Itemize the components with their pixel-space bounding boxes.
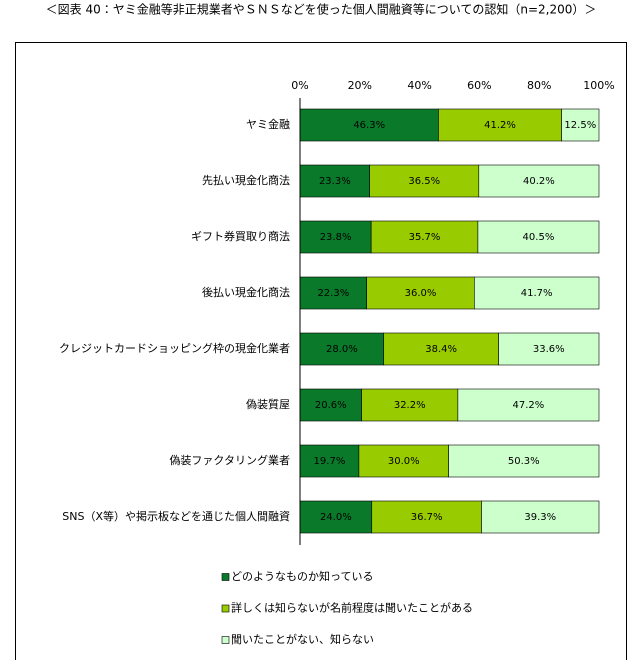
value-label: 28.0% bbox=[326, 344, 358, 355]
value-label: 12.5% bbox=[564, 120, 596, 131]
y-tick-label: 偽装ファクタリング業者 bbox=[169, 453, 290, 467]
value-label: 41.7% bbox=[521, 288, 553, 299]
bar-segment bbox=[477, 220, 600, 254]
value-label: 20.6% bbox=[315, 400, 347, 411]
value-label: 19.7% bbox=[314, 456, 346, 467]
value-label: 50.3% bbox=[508, 456, 540, 467]
bar-segment bbox=[498, 332, 600, 366]
value-label: 41.2% bbox=[484, 120, 516, 131]
x-tick-label: 60% bbox=[467, 79, 491, 92]
legend-label: どのようなものか知っている bbox=[231, 569, 373, 583]
legend-swatch bbox=[221, 636, 230, 644]
value-label: 23.3% bbox=[319, 176, 351, 187]
chart-title: ＜図表 40：ヤミ金融等非正規業者やＳＮＳなどを使った個人間融資等についての認知… bbox=[46, 2, 597, 17]
y-tick-label: 後払い現金化商法 bbox=[202, 285, 290, 299]
bar-segment bbox=[371, 500, 482, 534]
bar-segment bbox=[448, 444, 600, 478]
x-tick-label: 40% bbox=[407, 79, 431, 92]
value-label: 36.7% bbox=[411, 512, 443, 523]
bar-segment bbox=[361, 388, 459, 422]
bar-segment bbox=[383, 332, 499, 366]
value-label: 40.5% bbox=[523, 232, 555, 243]
value-label: 36.0% bbox=[405, 288, 437, 299]
y-tick-label: クレジットカードショッピング枠の現金化業者 bbox=[59, 341, 290, 355]
bar-segment bbox=[370, 220, 479, 254]
bar-segment bbox=[299, 388, 362, 422]
bar-segment bbox=[481, 500, 600, 534]
x-tick-label: 100% bbox=[583, 79, 614, 92]
value-label: 30.0% bbox=[388, 456, 420, 467]
bar-segment bbox=[457, 388, 600, 422]
y-tick-label: ギフト券買取り商法 bbox=[191, 229, 290, 243]
value-label: 38.4% bbox=[425, 344, 457, 355]
value-label: 46.3% bbox=[353, 120, 385, 131]
bar-segment bbox=[299, 276, 367, 310]
value-label: 35.7% bbox=[409, 232, 441, 243]
value-label: 47.2% bbox=[513, 400, 545, 411]
bar-segment bbox=[358, 444, 449, 478]
y-tick-label: SNS（X等）や掲示板などを通じた個人間融資 bbox=[62, 509, 290, 523]
value-label: 22.3% bbox=[317, 288, 349, 299]
bar-segment bbox=[561, 108, 600, 142]
value-label: 36.5% bbox=[408, 176, 440, 187]
legend-label: 聞いたことがない、知らない bbox=[231, 632, 374, 646]
bar-segment bbox=[474, 276, 600, 310]
value-label: 24.0% bbox=[320, 512, 352, 523]
value-label: 33.6% bbox=[533, 344, 565, 355]
value-label: 23.8% bbox=[320, 232, 352, 243]
chart-frame bbox=[15, 42, 627, 660]
y-tick-label: 偽装質屋 bbox=[246, 397, 290, 411]
x-tick-label: 80% bbox=[527, 79, 551, 92]
legend-label: 詳しくは知らないが名前程度は聞いたことがある bbox=[231, 601, 473, 615]
bar-segment bbox=[438, 108, 562, 142]
bar-segment bbox=[299, 444, 360, 478]
bar-segment bbox=[299, 108, 439, 142]
value-label: 40.2% bbox=[523, 176, 555, 187]
bar-segment bbox=[478, 164, 600, 198]
legend-swatch bbox=[221, 604, 230, 613]
x-tick-label: 0% bbox=[291, 79, 308, 92]
legend-swatch bbox=[221, 573, 230, 581]
value-label: 39.3% bbox=[524, 512, 556, 523]
value-label: 32.2% bbox=[394, 400, 426, 411]
bar-segment bbox=[366, 276, 475, 310]
y-tick-label: 先払い現金化商法 bbox=[202, 173, 290, 187]
y-tick-label: ヤミ金融 bbox=[246, 118, 290, 131]
x-tick-label: 20% bbox=[348, 79, 372, 92]
